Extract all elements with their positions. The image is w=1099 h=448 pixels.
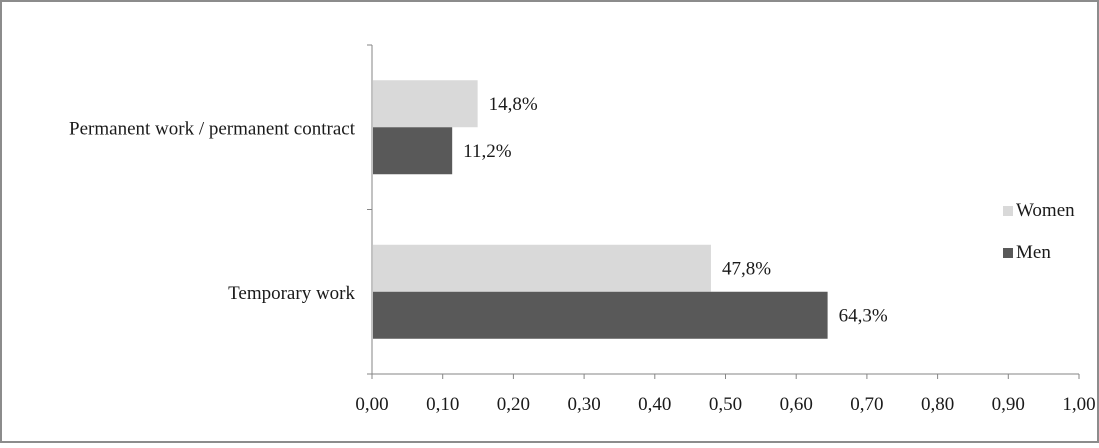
- bar-women: [373, 80, 478, 128]
- x-tick-label: 0,00: [355, 394, 388, 415]
- bar-men: [373, 127, 453, 175]
- legend-swatch-women: [1003, 206, 1013, 216]
- x-tick-label: 0,10: [426, 394, 459, 415]
- data-label: 64,3%: [839, 305, 888, 326]
- data-label: 14,8%: [489, 94, 538, 115]
- data-label: 47,8%: [722, 258, 771, 279]
- y-category-label: Temporary work: [228, 283, 355, 304]
- data-label: 11,2%: [463, 141, 512, 162]
- legend-swatch-men: [1003, 248, 1013, 258]
- bar-women: [373, 244, 711, 292]
- x-tick-label: 0,40: [638, 394, 671, 415]
- x-tick-label: 1,00: [1062, 394, 1095, 415]
- x-tick-label: 0,20: [497, 394, 530, 415]
- y-category-label: Permanent work / permanent contract: [69, 118, 356, 139]
- x-tick-label: 0,70: [850, 394, 883, 415]
- x-tick-label: 0,80: [921, 394, 954, 415]
- legend-label-women: Women: [1016, 200, 1075, 221]
- x-tick-label: 0,60: [780, 394, 813, 415]
- x-tick-label: 0,90: [992, 394, 1025, 415]
- legend-label-men: Men: [1016, 242, 1051, 263]
- x-tick-label: 0,50: [709, 394, 742, 415]
- x-tick-label: 0,30: [567, 394, 600, 415]
- bar-men: [373, 291, 828, 339]
